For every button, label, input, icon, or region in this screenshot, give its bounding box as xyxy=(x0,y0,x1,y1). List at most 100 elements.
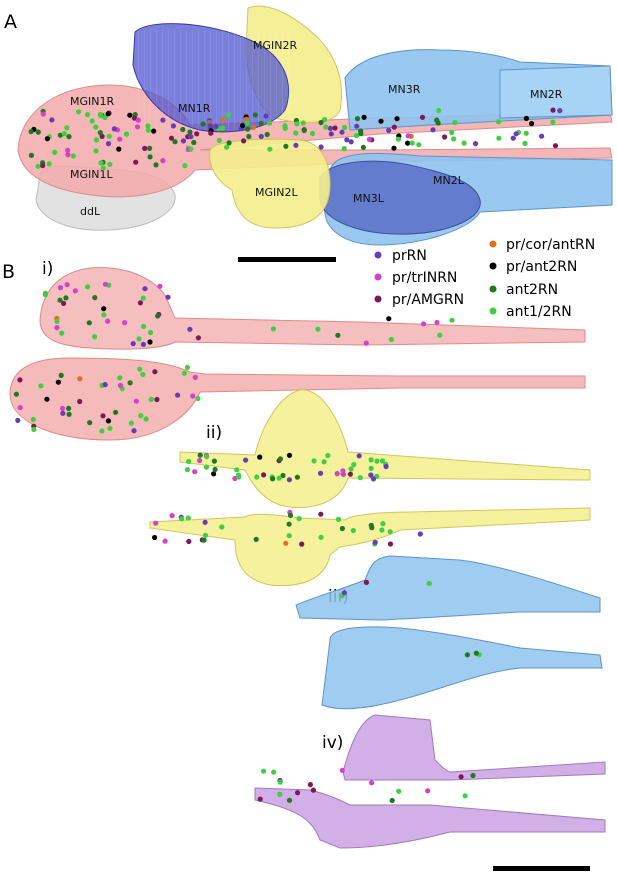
neuron-marker xyxy=(539,133,545,139)
neuron-marker xyxy=(185,515,191,521)
ii-upper-shape xyxy=(179,389,591,508)
neuron-marker xyxy=(106,133,112,139)
neuron-marker xyxy=(246,133,252,140)
neuron-marker xyxy=(282,125,288,131)
neuron-marker xyxy=(353,133,360,139)
neuron-marker xyxy=(200,121,206,127)
neuron-marker xyxy=(434,319,440,326)
legend-label-pramgrn: pr/AMGRN xyxy=(392,292,464,308)
neuron-marker xyxy=(417,531,423,537)
neuron-marker xyxy=(111,126,117,132)
neuron-marker xyxy=(57,297,63,303)
neuron-marker xyxy=(386,127,392,133)
neuron-marker xyxy=(186,458,192,465)
neuron-marker xyxy=(142,145,148,151)
neuron-marker xyxy=(523,115,530,121)
neuron-marker xyxy=(552,143,559,149)
legend-marker-prcorantrn xyxy=(489,240,497,248)
neuron-marker xyxy=(356,453,362,459)
legend-marker-prtrinrn xyxy=(374,273,382,281)
neuron-marker xyxy=(105,418,111,424)
neuron-marker xyxy=(350,527,356,534)
label-mn2l: MN2L xyxy=(433,174,465,187)
neuron-marker xyxy=(358,130,364,137)
neuron-marker xyxy=(300,120,306,126)
neuron-marker xyxy=(321,459,327,465)
neuron-marker xyxy=(148,396,154,402)
neuron-marker xyxy=(77,398,83,405)
neuron-marker xyxy=(315,326,321,332)
neuron-marker xyxy=(280,472,286,479)
label-ddl: ddL xyxy=(80,205,101,218)
neuron-marker xyxy=(293,130,299,136)
neuron-marker xyxy=(294,474,300,480)
neuron-marker xyxy=(195,395,201,402)
neuron-marker xyxy=(97,111,103,118)
neuron-marker xyxy=(84,112,91,118)
neuron-marker xyxy=(122,320,128,326)
neuron-marker xyxy=(296,516,302,522)
neuron-marker xyxy=(372,539,378,545)
neuron-marker xyxy=(332,125,338,131)
neuron-marker xyxy=(137,300,143,306)
neuron-marker xyxy=(141,323,147,329)
neuron-marker xyxy=(416,142,422,148)
neuron-marker xyxy=(351,462,357,468)
neuron-marker xyxy=(286,797,293,803)
neuron-marker xyxy=(13,391,19,397)
neuron-marker xyxy=(142,286,148,292)
neuron-marker xyxy=(378,118,384,124)
neuron-marker xyxy=(100,413,106,419)
neuron-marker xyxy=(143,416,149,422)
neuron-marker xyxy=(220,117,226,123)
neuron-marker xyxy=(267,146,273,152)
neuron-marker xyxy=(152,369,158,375)
neuron-marker xyxy=(154,396,160,403)
neuron-marker xyxy=(437,332,443,338)
neuron-marker xyxy=(52,149,58,155)
legend-label-prant2rn: pr/ant2RN xyxy=(506,259,577,275)
neuron-marker xyxy=(213,123,219,130)
neuron-marker xyxy=(368,472,374,478)
panel-b: B i) ii) iii) iv) xyxy=(2,259,606,871)
neuron-marker xyxy=(130,341,136,347)
neuron-marker xyxy=(301,127,307,134)
neuron-marker xyxy=(191,139,197,146)
neuron-marker xyxy=(395,136,401,142)
neuron-marker xyxy=(170,123,176,129)
neuron-marker xyxy=(219,125,226,131)
neuron-marker xyxy=(127,380,133,386)
neuron-marker xyxy=(379,527,385,533)
neuron-marker xyxy=(165,294,171,300)
neuron-marker xyxy=(102,382,108,388)
neuron-marker xyxy=(70,153,76,159)
neuron-marker xyxy=(184,364,190,370)
legend-label-prtrinrn: pr/trINRN xyxy=(392,270,457,286)
neuron-marker xyxy=(105,111,111,117)
panel-a: A MGIN2R MN1R MGIN1R MN3R MN2R MGIN1L MG… xyxy=(4,5,613,262)
neuron-marker xyxy=(57,285,64,291)
neuron-marker xyxy=(116,146,122,152)
neuron-marker xyxy=(107,425,113,431)
label-mn1r: MN1R xyxy=(178,102,211,115)
neuron-marker xyxy=(270,326,276,332)
neuron-marker xyxy=(386,316,392,322)
neuron-marker xyxy=(180,138,187,144)
neuron-marker xyxy=(270,476,276,482)
neuron-marker xyxy=(435,120,441,126)
neuron-marker xyxy=(317,470,324,476)
neuron-marker xyxy=(442,134,448,140)
neuron-marker xyxy=(232,475,238,482)
neuron-marker xyxy=(117,375,123,381)
neuron-marker xyxy=(44,396,50,402)
neuron-marker xyxy=(188,146,194,152)
neuron-marker xyxy=(368,465,374,471)
mn1r-texture xyxy=(135,30,290,130)
neuron-marker xyxy=(405,140,411,146)
neuron-marker xyxy=(128,420,134,426)
neuron-marker xyxy=(391,145,397,151)
i-upper-shape xyxy=(39,266,586,350)
neuron-marker xyxy=(147,145,153,151)
neuron-marker xyxy=(341,146,347,152)
neuron-marker xyxy=(65,152,71,158)
